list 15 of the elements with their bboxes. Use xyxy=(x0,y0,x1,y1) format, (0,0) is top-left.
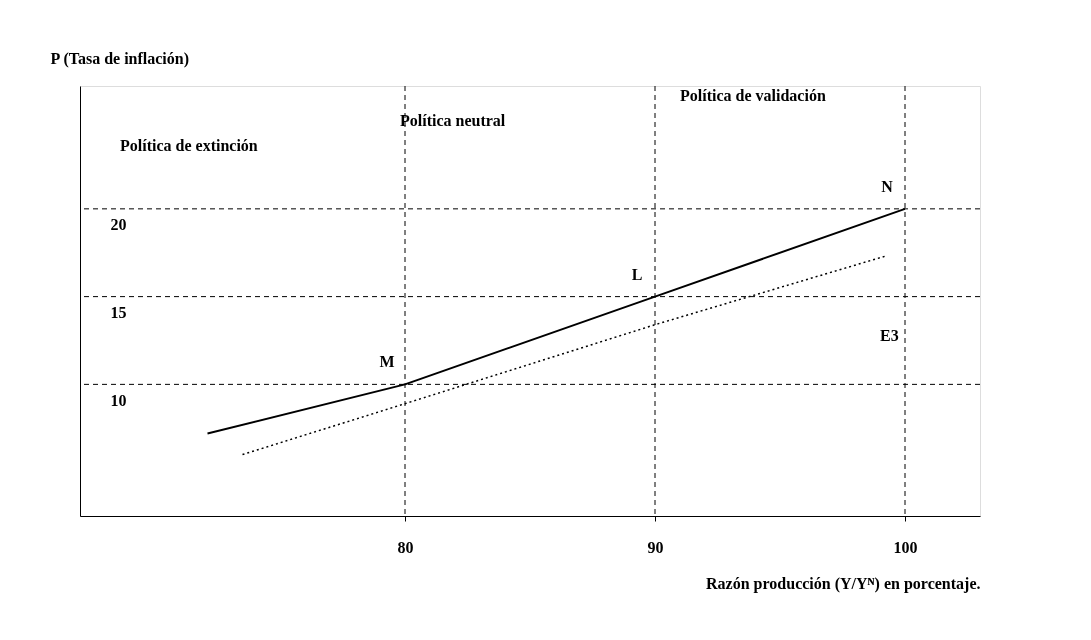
annotation: Política de validación xyxy=(680,87,826,104)
y-tick-label: 15 xyxy=(110,304,127,322)
annotation: N xyxy=(881,177,894,195)
annotation: L xyxy=(631,265,643,283)
annotation: Política neutral xyxy=(400,112,506,129)
x-tick-label: 80 xyxy=(397,538,414,556)
annotation: E3 xyxy=(880,327,899,344)
y-tick-label: 20 xyxy=(110,216,127,234)
x-axis-title: Razón producción (Y/Yᴺ) en porcentaje. xyxy=(706,574,981,593)
y-tick-label: 10 xyxy=(110,391,127,409)
x-tick-label: 100 xyxy=(893,538,918,556)
y-axis-title: P (Tasa de inflación) xyxy=(50,49,190,68)
annotation: M xyxy=(379,353,395,371)
x-tick-label: 90 xyxy=(647,538,664,556)
annotation: Política de extinción xyxy=(120,137,258,154)
